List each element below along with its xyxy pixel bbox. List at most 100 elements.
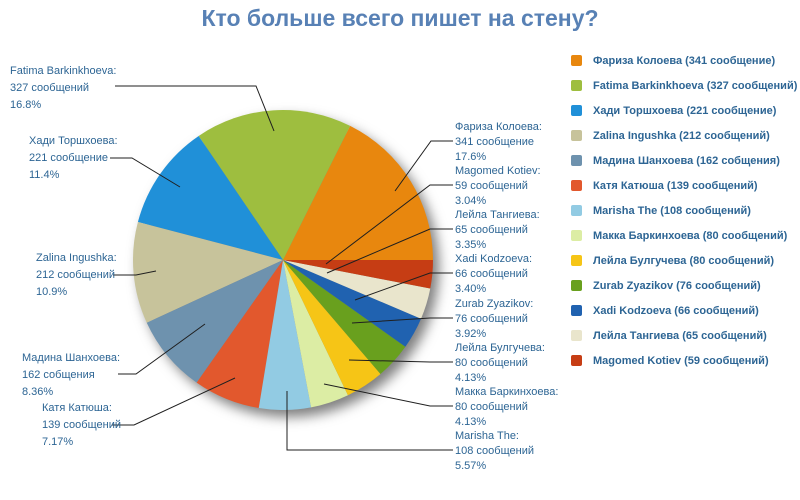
legend-label: Xadi Kodzoeva (66 сообщений)	[593, 304, 759, 317]
callout-name: Хади Торшхоева:	[29, 135, 118, 147]
leader-line	[115, 85, 275, 132]
pie-slice	[283, 260, 434, 289]
callout-name: Magomed Kotiev:	[455, 165, 541, 177]
legend-label: Fatima Barkinkhoeva (327 сообщений)	[593, 79, 798, 92]
callout-percent: 11.4%	[29, 169, 60, 181]
callout-count: 66 сообщений	[455, 268, 528, 280]
legend-swatch-icon	[571, 55, 582, 66]
slice-callout: Zurab Zyazikov: 76 сообщений 3.92%	[455, 297, 533, 342]
legend-item: Катя Катюша (139 сообщений)	[571, 173, 797, 198]
legend-item: Zurab Zyazikov (76 сообщений)	[571, 273, 797, 298]
pie-slice	[137, 135, 283, 260]
callout-percent: 4.13%	[455, 416, 487, 428]
pie-slice	[283, 260, 406, 374]
callout-name: Zurab Zyazikov:	[455, 298, 534, 310]
slice-callout: Макка Баркинхоева: 80 сообщений 4.13%	[455, 385, 558, 430]
legend-swatch-icon	[571, 105, 582, 116]
leader-line	[112, 377, 236, 426]
pie-slice	[283, 260, 422, 347]
legend-swatch-icon	[571, 80, 582, 91]
callout-count: 139 сообщений	[42, 419, 121, 431]
callout-percent: 16.8%	[10, 99, 42, 111]
callout-name: Zalina Ingushka:	[36, 252, 117, 264]
legend-item: Фариза Колоева (341 сообщение)	[571, 48, 797, 73]
legend-label: Макка Баркинхоева (80 сообщений)	[593, 229, 788, 242]
legend-item: Magomed Kotiev (59 сообщений)	[571, 348, 797, 373]
legend-swatch-icon	[571, 130, 582, 141]
legend-label: Marisha The (108 сообщений)	[593, 204, 751, 217]
legend-label: Хади Торшхоева (221 сообщение)	[593, 104, 777, 117]
callout-name: Xadi Kodzoeva:	[455, 253, 533, 265]
callout-name: Фариза Колоева:	[455, 121, 542, 133]
legend-item: Marisha The (108 сообщений)	[571, 198, 797, 223]
callout-name: Мадина Шанхоева:	[22, 352, 120, 364]
leader-line	[354, 272, 453, 301]
pie-slice	[196, 260, 283, 409]
pie-slice	[283, 260, 381, 396]
callout-percent: 10.9%	[36, 286, 68, 298]
legend-swatch-icon	[571, 205, 582, 216]
callout-count: 221 сообщение	[29, 152, 108, 164]
callout-percent: 5.57%	[455, 460, 487, 472]
legend-item: Xadi Kodzoeva (66 сообщений)	[571, 298, 797, 323]
legend-item: Макка Баркинхоева (80 сообщений)	[571, 223, 797, 248]
leader-line	[118, 323, 206, 375]
callout-count: 162 собщения	[22, 369, 95, 381]
legend-label: Лейла Тангиева (65 сообщений)	[593, 329, 767, 342]
legend-item: Лейла Тангиева (65 сообщений)	[571, 323, 797, 348]
legend-label: Катя Катюша (139 сообщений)	[593, 179, 758, 192]
legend-swatch-icon	[571, 355, 582, 366]
callout-name: Fatima Barkinkhoeva:	[10, 65, 117, 77]
legend-label: Фариза Колоева (341 сообщение)	[593, 54, 776, 67]
callout-count: 59 сообщений	[455, 180, 528, 192]
callout-percent: 8.36%	[22, 386, 54, 398]
leader-line	[326, 228, 453, 274]
callout-percent: 7.17%	[42, 436, 74, 448]
slice-callout: Лейла Булгучева: 80 сообщений 4.13%	[455, 341, 545, 386]
legend-swatch-icon	[571, 255, 582, 266]
callout-name: Лейла Тангиева:	[455, 209, 540, 221]
legend-label: Мадина Шанхоева (162 собщения)	[593, 154, 780, 167]
callout-count: 65 сообщений	[455, 224, 528, 236]
callout-name: Marisha The:	[455, 430, 519, 442]
slice-callout: Лейла Тангиева: 65 сообщений 3.35%	[455, 208, 540, 253]
slice-callout: Катя Катюша: 139 сообщений 7.17%	[42, 400, 121, 451]
legend-item: Мадина Шанхоева (162 собщения)	[571, 148, 797, 173]
legend-label: Zurab Zyazikov (76 сообщений)	[593, 279, 761, 292]
legend-swatch-icon	[571, 180, 582, 191]
slice-callout: Фариза Колоева: 341 сообщение 17.6%	[455, 120, 542, 165]
slice-callout: Zalina Ingushka: 212 сообщений 10.9%	[36, 250, 117, 301]
leader-line	[325, 184, 453, 265]
legend-label: Лейла Булгучева (80 сообщений)	[593, 254, 775, 267]
slice-callout: Мадина Шанхоева: 162 собщения 8.36%	[22, 350, 120, 401]
legend-swatch-icon	[571, 330, 582, 341]
legend-swatch-icon	[571, 305, 582, 316]
callout-percent: 3.04%	[455, 195, 487, 207]
callout-percent: 3.35%	[455, 239, 487, 251]
chart-title: Кто больше всего пишет на стену?	[201, 5, 599, 31]
legend-label: Magomed Kotiev (59 сообщений)	[593, 354, 769, 367]
pie-slice	[258, 260, 312, 410]
chart-legend: Фариза Колоева (341 сообщение) Fatima Bar…	[571, 48, 797, 373]
legend-item: Лейла Булгучева (80 сообщений)	[571, 248, 797, 273]
leader-line	[394, 140, 453, 192]
legend-label: Zalina Ingushka (212 сообщений)	[593, 129, 770, 142]
leader-line	[113, 270, 157, 276]
legend-swatch-icon	[571, 155, 582, 166]
leader-line	[323, 383, 453, 407]
callout-count: 80 сообщений	[455, 401, 528, 413]
callout-name: Макка Баркинхоева:	[455, 386, 559, 398]
legend-item: Хади Торшхоева (221 сообщение)	[571, 98, 797, 123]
pie-slice	[283, 260, 348, 408]
callout-name: Лейла Булгучева:	[455, 342, 545, 354]
callout-percent: 17.6%	[455, 151, 487, 163]
pie-slice	[198, 110, 351, 260]
callout-count: 341 сообщение	[455, 136, 534, 148]
legend-item: Zalina Ingushka (212 сообщений)	[571, 123, 797, 148]
callout-name: Катя Катюша:	[42, 402, 112, 414]
legend-swatch-icon	[571, 230, 582, 241]
slice-callout: Хади Торшхоева: 221 сообщение 11.4%	[29, 133, 118, 184]
pie-slice	[132, 221, 283, 323]
pie-slice	[283, 125, 433, 261]
